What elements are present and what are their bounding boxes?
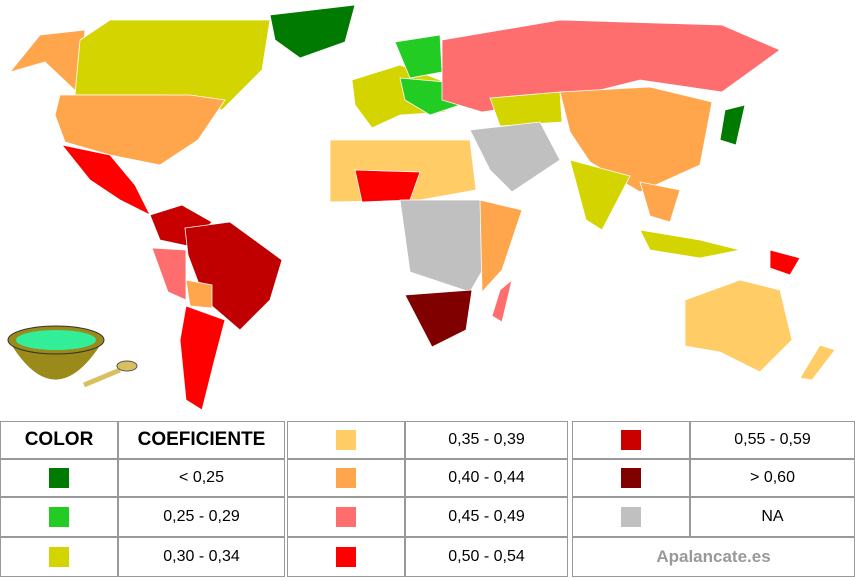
southern-africa	[404, 289, 473, 348]
kazakhstan	[489, 91, 563, 127]
credit: Apalancate.es	[572, 537, 855, 577]
legend-swatch-cell	[572, 459, 690, 497]
papua	[769, 249, 801, 276]
legend-swatch	[336, 507, 356, 527]
legend-swatch	[621, 468, 641, 488]
legend-swatch-cell	[572, 421, 690, 459]
legend-header: COEFICIENTE	[118, 421, 285, 459]
southeast-asia	[639, 181, 681, 223]
legend-label: > 0,60	[690, 459, 855, 497]
legend-label: 0,30 - 0,34	[118, 537, 285, 577]
australia	[684, 279, 793, 373]
legend-label: 0,45 - 0,49	[405, 497, 568, 537]
east-africa	[479, 199, 523, 294]
legend-label: 0,40 - 0,44	[405, 459, 568, 497]
china	[559, 86, 713, 193]
legend-swatch	[336, 547, 356, 567]
alaska	[8, 29, 86, 96]
legend-label: 0,35 - 0,39	[405, 421, 568, 459]
legend-swatch-cell	[287, 537, 405, 577]
legend-swatch	[49, 547, 69, 567]
legend-label: < 0,25	[118, 459, 285, 497]
world-map	[7, 4, 836, 411]
legend-swatch	[621, 507, 641, 527]
madagascar	[491, 278, 513, 323]
legend-label: 0,50 - 0,54	[405, 537, 568, 577]
middle-east	[469, 121, 561, 193]
russia	[441, 19, 781, 113]
indonesia	[639, 229, 741, 259]
legend-label: NA	[690, 497, 855, 537]
new-zealand	[799, 344, 836, 381]
legend-swatch-cell	[0, 459, 118, 497]
greenland	[269, 4, 356, 59]
bowl-icon	[7, 325, 138, 388]
bolivia	[185, 279, 213, 309]
legend-swatch	[49, 468, 69, 488]
legend-header: COLOR	[0, 421, 118, 459]
legend-swatch-cell	[287, 421, 405, 459]
legend-swatch	[336, 468, 356, 488]
legend-swatch-cell	[572, 497, 690, 537]
india	[569, 159, 631, 231]
usa	[54, 94, 226, 166]
japan	[719, 104, 746, 146]
legend-label: 0,55 - 0,59	[690, 421, 855, 459]
legend-swatch	[621, 430, 641, 450]
legend-swatch	[336, 430, 356, 450]
legend-swatch-cell	[0, 537, 118, 577]
legend-label: 0,25 - 0,29	[118, 497, 285, 537]
legend-swatch-cell	[287, 497, 405, 537]
sahel	[354, 169, 421, 203]
legend-swatch	[49, 507, 69, 527]
argentina	[179, 305, 226, 411]
legend-swatch-cell	[287, 459, 405, 497]
legend-swatch-cell	[0, 497, 118, 537]
peru	[151, 247, 187, 301]
